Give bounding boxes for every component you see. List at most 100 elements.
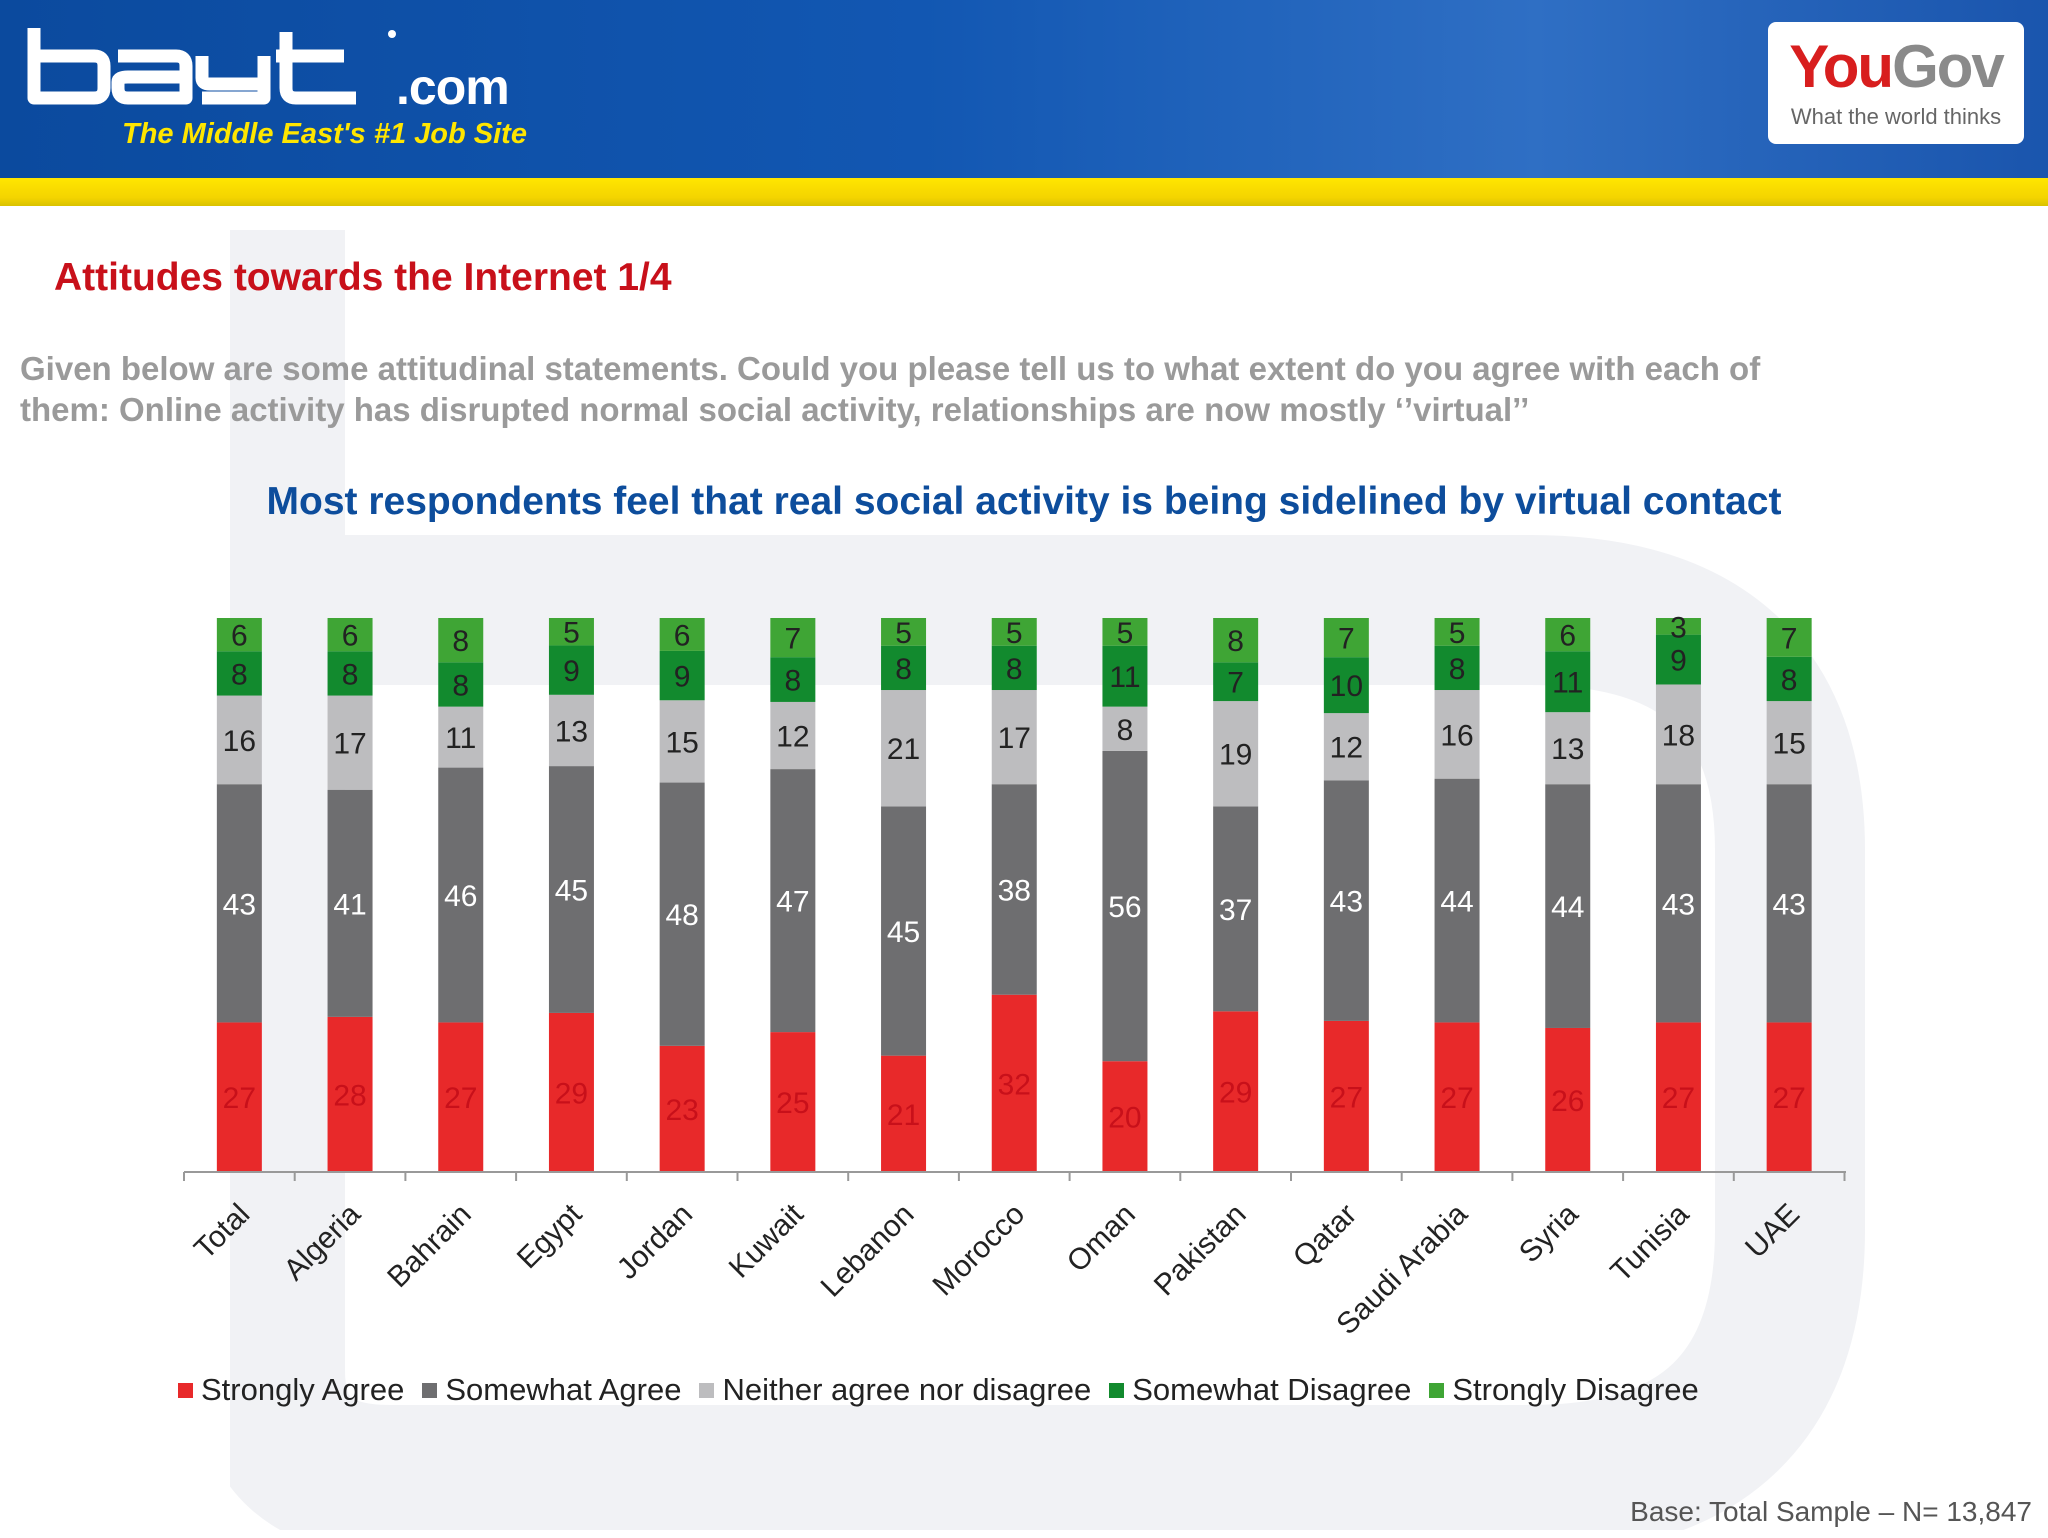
data-label-pakistan-somewhat-disagree: 7	[1227, 667, 1244, 700]
chart-legend: Strongly Agree Somewhat Agree Neither agre…	[178, 1372, 1717, 1408]
data-label-jordan-somewhat-disagree: 9	[674, 661, 691, 694]
x-tick-label-bahrain: Bahrain	[381, 1198, 477, 1294]
bar-qatar-strongly-agree	[1323, 1020, 1369, 1172]
bar-jordan-somewhat-disagree	[659, 650, 705, 701]
data-label-total-strongly-disagree: 6	[231, 620, 248, 653]
x-tick-label-egypt: Egypt	[511, 1197, 589, 1275]
legend-swatch	[178, 1382, 193, 1398]
data-label-oman-somewhat-disagree: 11	[1109, 661, 1140, 694]
data-label-algeria-neither-agree-nor-disagree: 17	[333, 728, 366, 761]
data-label-bahrain-strongly-agree: 27	[444, 1082, 477, 1115]
data-label-uae-somewhat-agree: 43	[1772, 888, 1805, 921]
bar-kuwait-somewhat-agree	[770, 769, 816, 1033]
bar-pakistan-somewhat-agree	[1213, 806, 1259, 1012]
bar-qatar-somewhat-agree	[1323, 780, 1369, 1021]
bar-lebanon-somewhat-disagree	[881, 645, 927, 691]
page-title: Attitudes towards the Internet 1/4	[54, 256, 672, 299]
bar-saudi-arabia-somewhat-agree	[1434, 778, 1480, 1023]
yougov-wordmark: YouGov	[1778, 32, 2014, 101]
legend-label: Strongly Agree	[201, 1372, 405, 1407]
data-label-egypt-neither-agree-nor-disagree: 13	[555, 715, 588, 748]
bar-oman-somewhat-disagree	[1102, 645, 1148, 707]
bar-pakistan-strongly-agree	[1213, 1011, 1259, 1172]
chart-headline: Most respondents feel that real social a…	[266, 480, 1782, 523]
bar-tunisia-somewhat-disagree	[1655, 634, 1701, 685]
bar-algeria-neither-agree-nor-disagree	[327, 695, 373, 790]
bar-uae-strongly-disagree	[1766, 618, 1812, 657]
data-label-morocco-strongly-agree: 32	[998, 1068, 1031, 1101]
data-label-oman-neither-agree-nor-disagree: 8	[1117, 714, 1134, 747]
legend-label: Strongly Disagree	[1452, 1372, 1699, 1407]
data-label-tunisia-strongly-agree: 27	[1662, 1082, 1695, 1115]
yougov-tagline: What the world thinks	[1790, 104, 2002, 129]
bar-qatar-strongly-disagree	[1323, 618, 1369, 658]
yougov-gov: Gov	[1892, 33, 2005, 100]
data-label-uae-neither-agree-nor-disagree: 15	[1772, 728, 1805, 761]
bar-total-strongly-agree	[216, 1022, 262, 1172]
bar-syria-strongly-disagree	[1545, 618, 1591, 652]
bar-morocco-somewhat-disagree	[991, 645, 1037, 691]
bar-uae-neither-agree-nor-disagree	[1766, 701, 1812, 785]
bar-qatar-somewhat-disagree	[1323, 657, 1369, 714]
bar-bahrain-strongly-agree	[438, 1022, 484, 1172]
header-banner: bayt .com The Middle East's #1 Job Site …	[0, 0, 2048, 178]
legend-label: Somewhat Disagree	[1132, 1372, 1412, 1407]
data-label-jordan-strongly-disagree: 6	[674, 619, 691, 652]
data-label-morocco-strongly-disagree: 5	[1006, 617, 1023, 650]
data-label-pakistan-strongly-disagree: 8	[1227, 625, 1244, 658]
bar-kuwait-neither-agree-nor-disagree	[770, 701, 816, 770]
bar-bahrain-strongly-disagree	[438, 618, 484, 663]
bar-algeria-somewhat-agree	[327, 789, 373, 1017]
bar-syria-somewhat-agree	[1545, 784, 1591, 1028]
data-label-tunisia-somewhat-disagree: 9	[1670, 645, 1687, 678]
bar-tunisia-somewhat-agree	[1655, 784, 1701, 1023]
bar-morocco-neither-agree-nor-disagree	[991, 690, 1037, 785]
data-label-lebanon-strongly-disagree: 5	[895, 617, 912, 650]
data-label-saudi-arabia-strongly-disagree: 5	[1449, 617, 1466, 650]
bar-bahrain-neither-agree-nor-disagree	[438, 706, 484, 768]
x-tick-label-morocco: Morocco	[927, 1198, 1032, 1303]
legend-swatch	[1429, 1382, 1445, 1398]
legend-swatch	[422, 1382, 438, 1398]
bar-algeria-strongly-disagree	[327, 618, 373, 652]
data-label-oman-strongly-agree: 20	[1108, 1102, 1141, 1135]
legend-label: Neither agree nor disagree	[722, 1372, 1092, 1407]
yougov-logo: YouGov What the world thinks	[1768, 22, 2024, 144]
bar-kuwait-strongly-agree	[770, 1032, 816, 1172]
base-note: Base: Total Sample – N= 13,847	[1630, 1496, 2032, 1527]
bar-kuwait-strongly-disagree	[770, 618, 816, 658]
data-label-kuwait-strongly-disagree: 7	[785, 623, 802, 656]
data-label-tunisia-somewhat-agree: 43	[1662, 888, 1695, 921]
data-label-egypt-strongly-agree: 29	[555, 1077, 588, 1110]
legend-item-somewhat-disagree: Somewhat Disagree	[1109, 1372, 1411, 1408]
data-label-algeria-somewhat-agree: 41	[333, 888, 366, 921]
bar-syria-strongly-agree	[1545, 1027, 1591, 1172]
legend-item-strongly-disagree: Strongly Disagree	[1429, 1372, 1699, 1408]
bar-egypt-strongly-disagree	[548, 618, 594, 646]
data-label-jordan-neither-agree-nor-disagree: 15	[665, 726, 698, 759]
question-text: Given below are some attitudinal stateme…	[20, 350, 1761, 428]
bar-lebanon-somewhat-agree	[881, 806, 927, 1056]
data-label-total-somewhat-disagree: 8	[231, 658, 248, 691]
data-label-qatar-neither-agree-nor-disagree: 12	[1330, 732, 1363, 765]
legend-label: Somewhat Agree	[445, 1372, 682, 1407]
data-label-tunisia-neither-agree-nor-disagree: 18	[1662, 719, 1695, 752]
bar-pakistan-neither-agree-nor-disagree	[1213, 701, 1259, 807]
data-label-kuwait-somewhat-agree: 47	[776, 886, 809, 919]
data-label-syria-somewhat-disagree: 11	[1552, 667, 1583, 700]
data-label-total-strongly-agree: 27	[223, 1082, 256, 1115]
data-label-morocco-neither-agree-nor-disagree: 17	[998, 722, 1031, 755]
legend-swatch	[1109, 1382, 1125, 1398]
data-label-bahrain-somewhat-disagree: 8	[452, 669, 469, 702]
bar-total-somewhat-agree	[216, 784, 262, 1023]
data-label-qatar-strongly-disagree: 7	[1338, 623, 1355, 656]
data-label-kuwait-strongly-agree: 25	[776, 1087, 809, 1120]
data-label-bahrain-neither-agree-nor-disagree: 11	[445, 722, 476, 755]
bar-uae-somewhat-agree	[1766, 784, 1812, 1023]
data-label-lebanon-neither-agree-nor-disagree: 21	[887, 733, 920, 766]
bar-pakistan-strongly-disagree	[1213, 618, 1259, 663]
x-tick-label-pakistan: Pakistan	[1148, 1198, 1253, 1303]
bar-total-neither-agree-nor-disagree	[216, 695, 262, 785]
stacked-bar-chart: 27 43 16 8 6 28 41 17 8 6 27 46 11 8 8 29 45 13 9 5 23 48 15 9 6…	[183, 611, 1846, 1341]
bar-egypt-neither-agree-nor-disagree	[548, 694, 594, 767]
